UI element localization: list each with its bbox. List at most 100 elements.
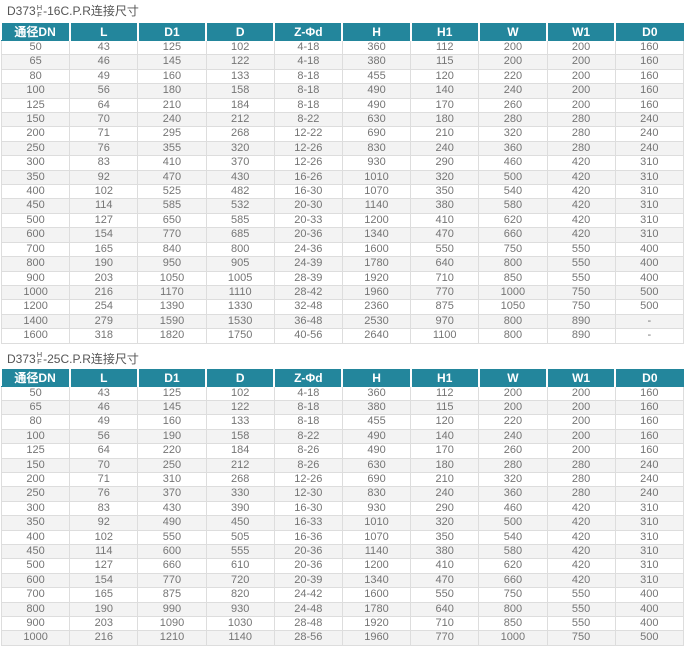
- table-section-pn16: D373 H F -16C.P.R连接尺寸 通径DN L D1 D Z-Φd H H1 W W1 D0 5…: [0, 2, 685, 344]
- table-cell: 16-36: [273, 529, 343, 546]
- table-cell: 930: [341, 500, 412, 517]
- table-cell: 500: [478, 515, 548, 531]
- table-cell: 620: [478, 212, 548, 229]
- table-row: 700 165 875 820 24-42 1600 550 750 550 400: [0, 587, 685, 603]
- table-cell: 890: [546, 313, 616, 330]
- table-cell: 160: [614, 385, 685, 401]
- table-cell: 555: [205, 543, 275, 560]
- table-cell: 1050: [478, 299, 548, 315]
- table-cell: 216: [69, 284, 139, 301]
- table-cell: 268: [205, 471, 275, 488]
- table-cell: 70: [69, 112, 139, 128]
- table-cell: 1050: [137, 270, 207, 286]
- table-cell: 420: [546, 572, 616, 589]
- table-row: 50 43 125 102 4-18 360 112 200 200 160: [0, 39, 685, 56]
- table-cell: 310: [614, 184, 685, 200]
- table-cell: 20-36: [273, 227, 343, 243]
- table-cell: 800: [0, 601, 71, 618]
- table-cell: 800: [478, 328, 548, 344]
- table-cell: 160: [137, 414, 207, 430]
- table-cell: 1600: [341, 587, 412, 603]
- table-cell: 750: [478, 587, 548, 603]
- table-cell: 310: [614, 212, 685, 229]
- table-cell: 310: [614, 198, 685, 214]
- table-cell: 203: [69, 616, 139, 632]
- table-cell: 65: [0, 54, 71, 70]
- table-cell: 400: [614, 256, 685, 272]
- table-cell: 290: [410, 500, 480, 517]
- table-cell: 16-33: [273, 515, 343, 531]
- table-cell: 1780: [341, 256, 412, 272]
- column-header: D: [205, 23, 275, 41]
- table-cell: 122: [205, 399, 275, 416]
- table-cell: 71: [69, 126, 139, 142]
- table-cell: 1820: [137, 328, 207, 344]
- table-cell: 410: [410, 212, 480, 229]
- table-cell: 370: [205, 155, 275, 171]
- table-cell: 120: [410, 68, 480, 85]
- table-cell: 1110: [205, 284, 275, 301]
- table-cell: 380: [341, 399, 412, 416]
- table-cell: 184: [205, 97, 275, 114]
- table-cell: 100: [0, 428, 71, 445]
- table-cell: 20-33: [273, 212, 343, 229]
- table-cell: 490: [341, 83, 412, 99]
- table-cell: 550: [546, 601, 616, 618]
- table-cell: 1200: [341, 212, 412, 229]
- table-cell: 420: [546, 155, 616, 171]
- table-cell: 310: [614, 543, 685, 560]
- table-row: 350 92 490 450 16-33 1010 320 500 420 310: [0, 515, 685, 531]
- table-row: 65 46 145 122 4-18 380 115 200 200 160: [0, 54, 685, 70]
- table-cell: 280: [478, 112, 548, 128]
- table-row: 400 102 550 505 16-36 1070 350 540 420 310: [0, 529, 685, 546]
- column-header: D1: [136, 368, 207, 387]
- table-cell: 28-39: [273, 270, 343, 286]
- table-cell: 660: [478, 572, 548, 589]
- column-header: H1: [409, 23, 479, 41]
- column-header: 通径DN: [1, 23, 70, 41]
- table-cell: 125: [137, 39, 207, 56]
- table-cell: 240: [614, 126, 685, 142]
- table-cell: 800: [478, 256, 548, 272]
- table-cell: 92: [69, 169, 139, 186]
- table-cell: 125: [0, 97, 71, 114]
- table-cell: 24-42: [273, 587, 343, 603]
- table-cell: 650: [137, 212, 207, 229]
- table-cell: 890: [546, 328, 616, 344]
- table-cell: 260: [478, 97, 548, 114]
- table-cell: 160: [137, 68, 207, 85]
- table-cell: 320: [410, 169, 480, 186]
- table-cell: 1200: [0, 299, 71, 315]
- table-cell: 580: [478, 543, 548, 560]
- table-cell: 56: [69, 428, 139, 445]
- table-cell: 470: [410, 227, 480, 243]
- table-cell: 2360: [341, 299, 412, 315]
- column-header: W1: [545, 368, 616, 387]
- table-cell: 50: [0, 385, 71, 401]
- column-header: H: [341, 23, 411, 41]
- table-row: 200 71 295 268 12-22 690 210 320 280 240: [0, 126, 685, 142]
- table-cell: 200: [546, 385, 616, 401]
- table-cell: 203: [69, 270, 139, 286]
- table-cell: 127: [69, 212, 139, 229]
- table-cell: 1000: [478, 284, 548, 301]
- table-cell: 320: [410, 515, 480, 531]
- table-cell: 310: [614, 529, 685, 546]
- table-cell: 1960: [341, 630, 412, 646]
- title-f: F: [37, 357, 42, 367]
- table-cell: 40-56: [273, 328, 343, 344]
- table-cell: 690: [341, 126, 412, 142]
- table-cell: -: [614, 313, 685, 330]
- table-cell: 430: [205, 169, 275, 186]
- table-cell: 350: [410, 184, 480, 200]
- table-cell: 550: [410, 241, 480, 258]
- table-cell: 350: [0, 515, 71, 531]
- table-cell: 750: [546, 284, 616, 301]
- table-cell: 200: [546, 428, 616, 445]
- table-cell: 12-26: [273, 140, 343, 157]
- table-cell: 525: [137, 184, 207, 200]
- column-header: W: [477, 368, 547, 387]
- column-header: H: [341, 368, 411, 387]
- table-cell: 420: [546, 543, 616, 560]
- table-cell: 1600: [341, 241, 412, 258]
